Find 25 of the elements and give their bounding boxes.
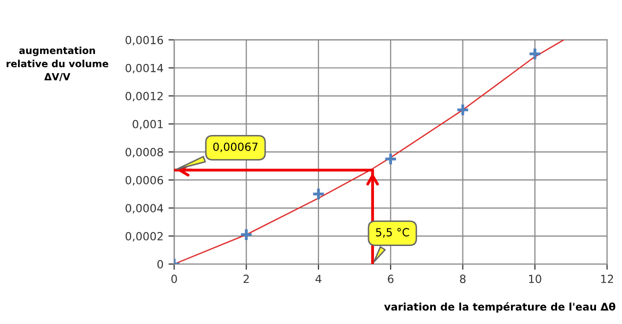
y-axis-title: augmentation relative du volume ΔV/V — [6, 46, 108, 82]
y-tick-label: 0,0014 — [126, 64, 164, 74]
y-tick-label: 0,0002 — [126, 232, 163, 242]
point — [456, 103, 470, 117]
point — [240, 228, 254, 242]
annotation: 0,00067 — [213, 142, 258, 152]
x-tick-label: 6 — [388, 274, 394, 284]
y-tick-label: 0,001 — [132, 120, 163, 130]
x-tick-label: 8 — [460, 274, 466, 284]
x-tick-label: 4 — [315, 274, 322, 283]
y-tick-label: 0 — [157, 260, 164, 268]
y-tick-label: 0,0016 — [126, 36, 164, 46]
y-tick-label: 0,0004 — [126, 204, 164, 214]
point — [528, 47, 542, 61]
x-tick-label: 2 — [244, 274, 249, 283]
x-axis-title: variation de la température de l'eau Δθ — [384, 302, 616, 313]
point — [384, 152, 398, 166]
x-tick-label: 10 — [529, 274, 542, 284]
point — [312, 187, 326, 201]
y-tick-label: 0,0008 — [126, 148, 163, 158]
y-tick-label: 0,0012 — [126, 92, 163, 102]
x-tick-label: 12 — [601, 274, 614, 283]
x-tick-label: 0 — [171, 274, 177, 284]
y-tick-label: 0,0006 — [126, 176, 164, 186]
annotation: 5,5 °C — [376, 228, 410, 238]
